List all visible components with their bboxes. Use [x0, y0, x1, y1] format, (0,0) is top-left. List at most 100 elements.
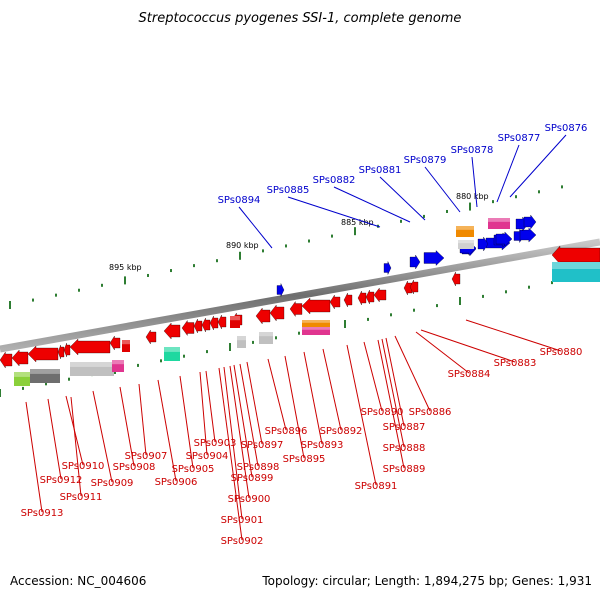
- gene-label-sps0910: SPs0910: [62, 461, 105, 472]
- gene-features: [0, 214, 600, 386]
- feature-grey: [237, 336, 246, 348]
- reverse-gene: [269, 304, 285, 322]
- feature-grey-shade: [259, 332, 273, 337]
- genome-backbone: [0, 238, 600, 353]
- scale-tick: [78, 288, 80, 292]
- gene-label-sps0884: SPs0884: [448, 369, 491, 380]
- scale-tick: [147, 273, 149, 277]
- forward-gene: [423, 250, 445, 266]
- gene-label-sps0908: SPs0908: [113, 462, 156, 473]
- accession-text: Accession: NC_004606: [10, 574, 146, 588]
- leader-line: [157, 379, 177, 482]
- reverse-gene: [209, 315, 219, 331]
- summary-text: Topology: circular; Length: 1,894,275 bp…: [261, 574, 592, 588]
- leader-line: [92, 390, 113, 483]
- feature-green: [14, 372, 30, 386]
- gene-label-sps0913: SPs0913: [21, 508, 64, 519]
- gene-label-sps0876: SPs0876: [545, 123, 588, 134]
- gene-label-sps0890: SPs0890: [361, 407, 404, 418]
- leader-line: [284, 355, 305, 459]
- leader-line: [218, 367, 243, 541]
- scale-tick: [344, 320, 346, 328]
- leader-line: [465, 319, 562, 352]
- feature-grey-shade: [70, 362, 114, 367]
- reverse-gene: [255, 307, 271, 325]
- gene-label-sps0900: SPs0900: [228, 494, 271, 505]
- feature-cyan-shade: [552, 262, 600, 269]
- scale-tick: [9, 301, 11, 309]
- leader-line: [205, 370, 216, 443]
- gene-label-sps0882: SPs0882: [313, 175, 356, 186]
- feature-orange: [456, 226, 474, 237]
- scale-tick: [262, 249, 264, 253]
- leader-line: [377, 339, 405, 469]
- feature-magenta: [302, 327, 330, 335]
- gene-label-sps0896: SPs0896: [265, 426, 308, 437]
- scale-tick: [446, 209, 448, 213]
- gene-labels: SPs0876SPs0877SPs0878SPs0879SPs0881SPs08…: [21, 123, 588, 547]
- scale-tick: [275, 336, 277, 340]
- leader-line: [346, 344, 377, 486]
- leader-line: [238, 206, 273, 249]
- leader-line: [363, 341, 383, 412]
- scale-tick: [160, 359, 162, 363]
- feature-orange-shade: [456, 226, 474, 230]
- gene-label-sps0879: SPs0879: [404, 155, 447, 166]
- gene-label-sps0891: SPs0891: [355, 481, 398, 492]
- scale-tick: [285, 244, 287, 248]
- scale-tick: [538, 190, 540, 194]
- leader-line: [394, 335, 431, 412]
- gene-label-sps0902: SPs0902: [221, 536, 264, 547]
- scale-tick: [308, 239, 310, 243]
- leader-line: [322, 348, 342, 431]
- scale-tick: [68, 377, 70, 381]
- gene-label-sps0905: SPs0905: [172, 464, 215, 475]
- gene-label-sps0881: SPs0881: [359, 165, 402, 176]
- scale-tick: [482, 294, 484, 298]
- leader-line: [379, 176, 426, 221]
- leader-line: [509, 134, 567, 198]
- gene-label-sps0903: SPs0903: [194, 438, 237, 449]
- forward-gene: [519, 227, 537, 243]
- leader-line: [246, 361, 263, 445]
- leader-line: [415, 331, 470, 374]
- gene-label-sps0878: SPs0878: [451, 145, 494, 156]
- reverse-gene: [217, 314, 227, 330]
- scale-tick: [561, 185, 563, 189]
- scale-tick: [124, 276, 126, 285]
- gene-label-sps0877: SPs0877: [498, 133, 541, 144]
- feature-magenta-shade: [302, 327, 330, 330]
- leader-line: [385, 337, 405, 427]
- reverse-gene-block-shade: [122, 340, 130, 345]
- gene-label-sps0898: SPs0898: [237, 462, 280, 473]
- scale-tick: [331, 234, 333, 238]
- leader-line: [303, 351, 323, 445]
- scale-label-885: 885 kbp: [341, 218, 374, 227]
- scale-labels: 880 kbp 885 kbp 890 kbp 895 kbp: [109, 192, 489, 272]
- scale-tick: [239, 251, 241, 260]
- scale-tick: [423, 214, 425, 218]
- gene-label-sps0911: SPs0911: [60, 492, 103, 503]
- scale-tick: [32, 298, 34, 302]
- gene-label-sps0892: SPs0892: [320, 426, 363, 437]
- gene-leader-lines: [25, 134, 567, 541]
- feature-orange-shade: [302, 320, 330, 323]
- reverse-gene: [163, 322, 181, 340]
- feature-grey-shade: [237, 336, 246, 341]
- scale-label-890: 890 kbp: [226, 241, 259, 250]
- reverse-gene: [63, 342, 71, 358]
- feature-grey: [259, 332, 273, 344]
- leader-line: [47, 398, 62, 480]
- leader-line: [233, 364, 253, 478]
- scale-tick: [469, 202, 471, 211]
- map-title: Streptococcus pyogenes SSI-1, complete g…: [139, 11, 462, 26]
- reverse-gene: [69, 338, 111, 356]
- reverse-gene: [373, 287, 387, 303]
- reverse-gene: [0, 351, 13, 369]
- forward-gene: [276, 283, 285, 297]
- gene-label-sps0893: SPs0893: [301, 440, 344, 451]
- scale-tick: [459, 297, 461, 305]
- scale-tick: [170, 269, 172, 273]
- leader-line: [471, 156, 478, 208]
